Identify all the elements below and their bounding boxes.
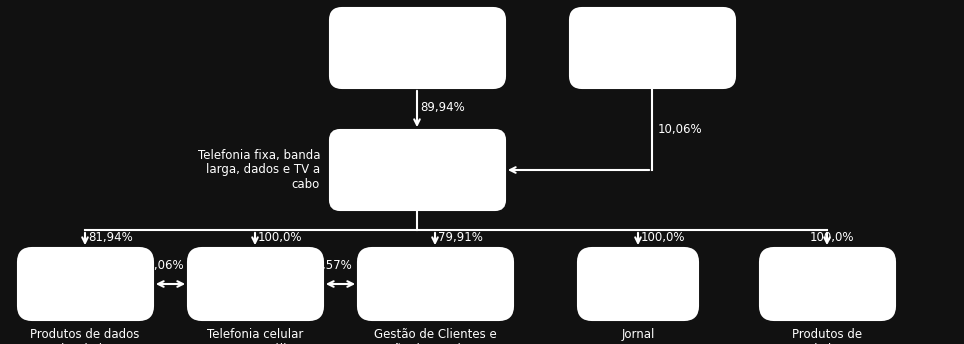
FancyBboxPatch shape — [330, 8, 505, 88]
Text: 89,94%: 89,94% — [420, 101, 465, 115]
Text: Produtos de dados
Provedor de internet: Produtos de dados Provedor de internet — [24, 328, 146, 344]
Text: 100,0%: 100,0% — [641, 230, 685, 244]
Text: 100,0%: 100,0% — [258, 230, 303, 244]
Text: Jornal: Jornal — [622, 328, 655, 341]
Text: 12,57%: 12,57% — [308, 259, 353, 272]
Text: 10,06%: 10,06% — [658, 123, 703, 137]
Text: 79,91%: 79,91% — [438, 230, 483, 244]
Text: Gestão de Clientes e
Gestão de Serviços TIC: Gestão de Clientes e Gestão de Serviços … — [367, 328, 503, 344]
Text: Telefonia fixa, banda
larga, dados e TV a
cabo: Telefonia fixa, banda larga, dados e TV … — [198, 149, 320, 192]
FancyBboxPatch shape — [330, 130, 505, 210]
FancyBboxPatch shape — [578, 248, 698, 320]
Text: 100,0%: 100,0% — [810, 230, 854, 244]
Text: 18,06%: 18,06% — [140, 259, 184, 272]
FancyBboxPatch shape — [570, 8, 735, 88]
FancyBboxPatch shape — [358, 248, 513, 320]
FancyBboxPatch shape — [188, 248, 323, 320]
Text: Produtos de
dados: Produtos de dados — [792, 328, 862, 344]
Text: Telefonia celular
TV por satélite: Telefonia celular TV por satélite — [207, 328, 304, 344]
FancyBboxPatch shape — [18, 248, 153, 320]
FancyBboxPatch shape — [760, 248, 895, 320]
Text: 81,94%: 81,94% — [88, 230, 133, 244]
